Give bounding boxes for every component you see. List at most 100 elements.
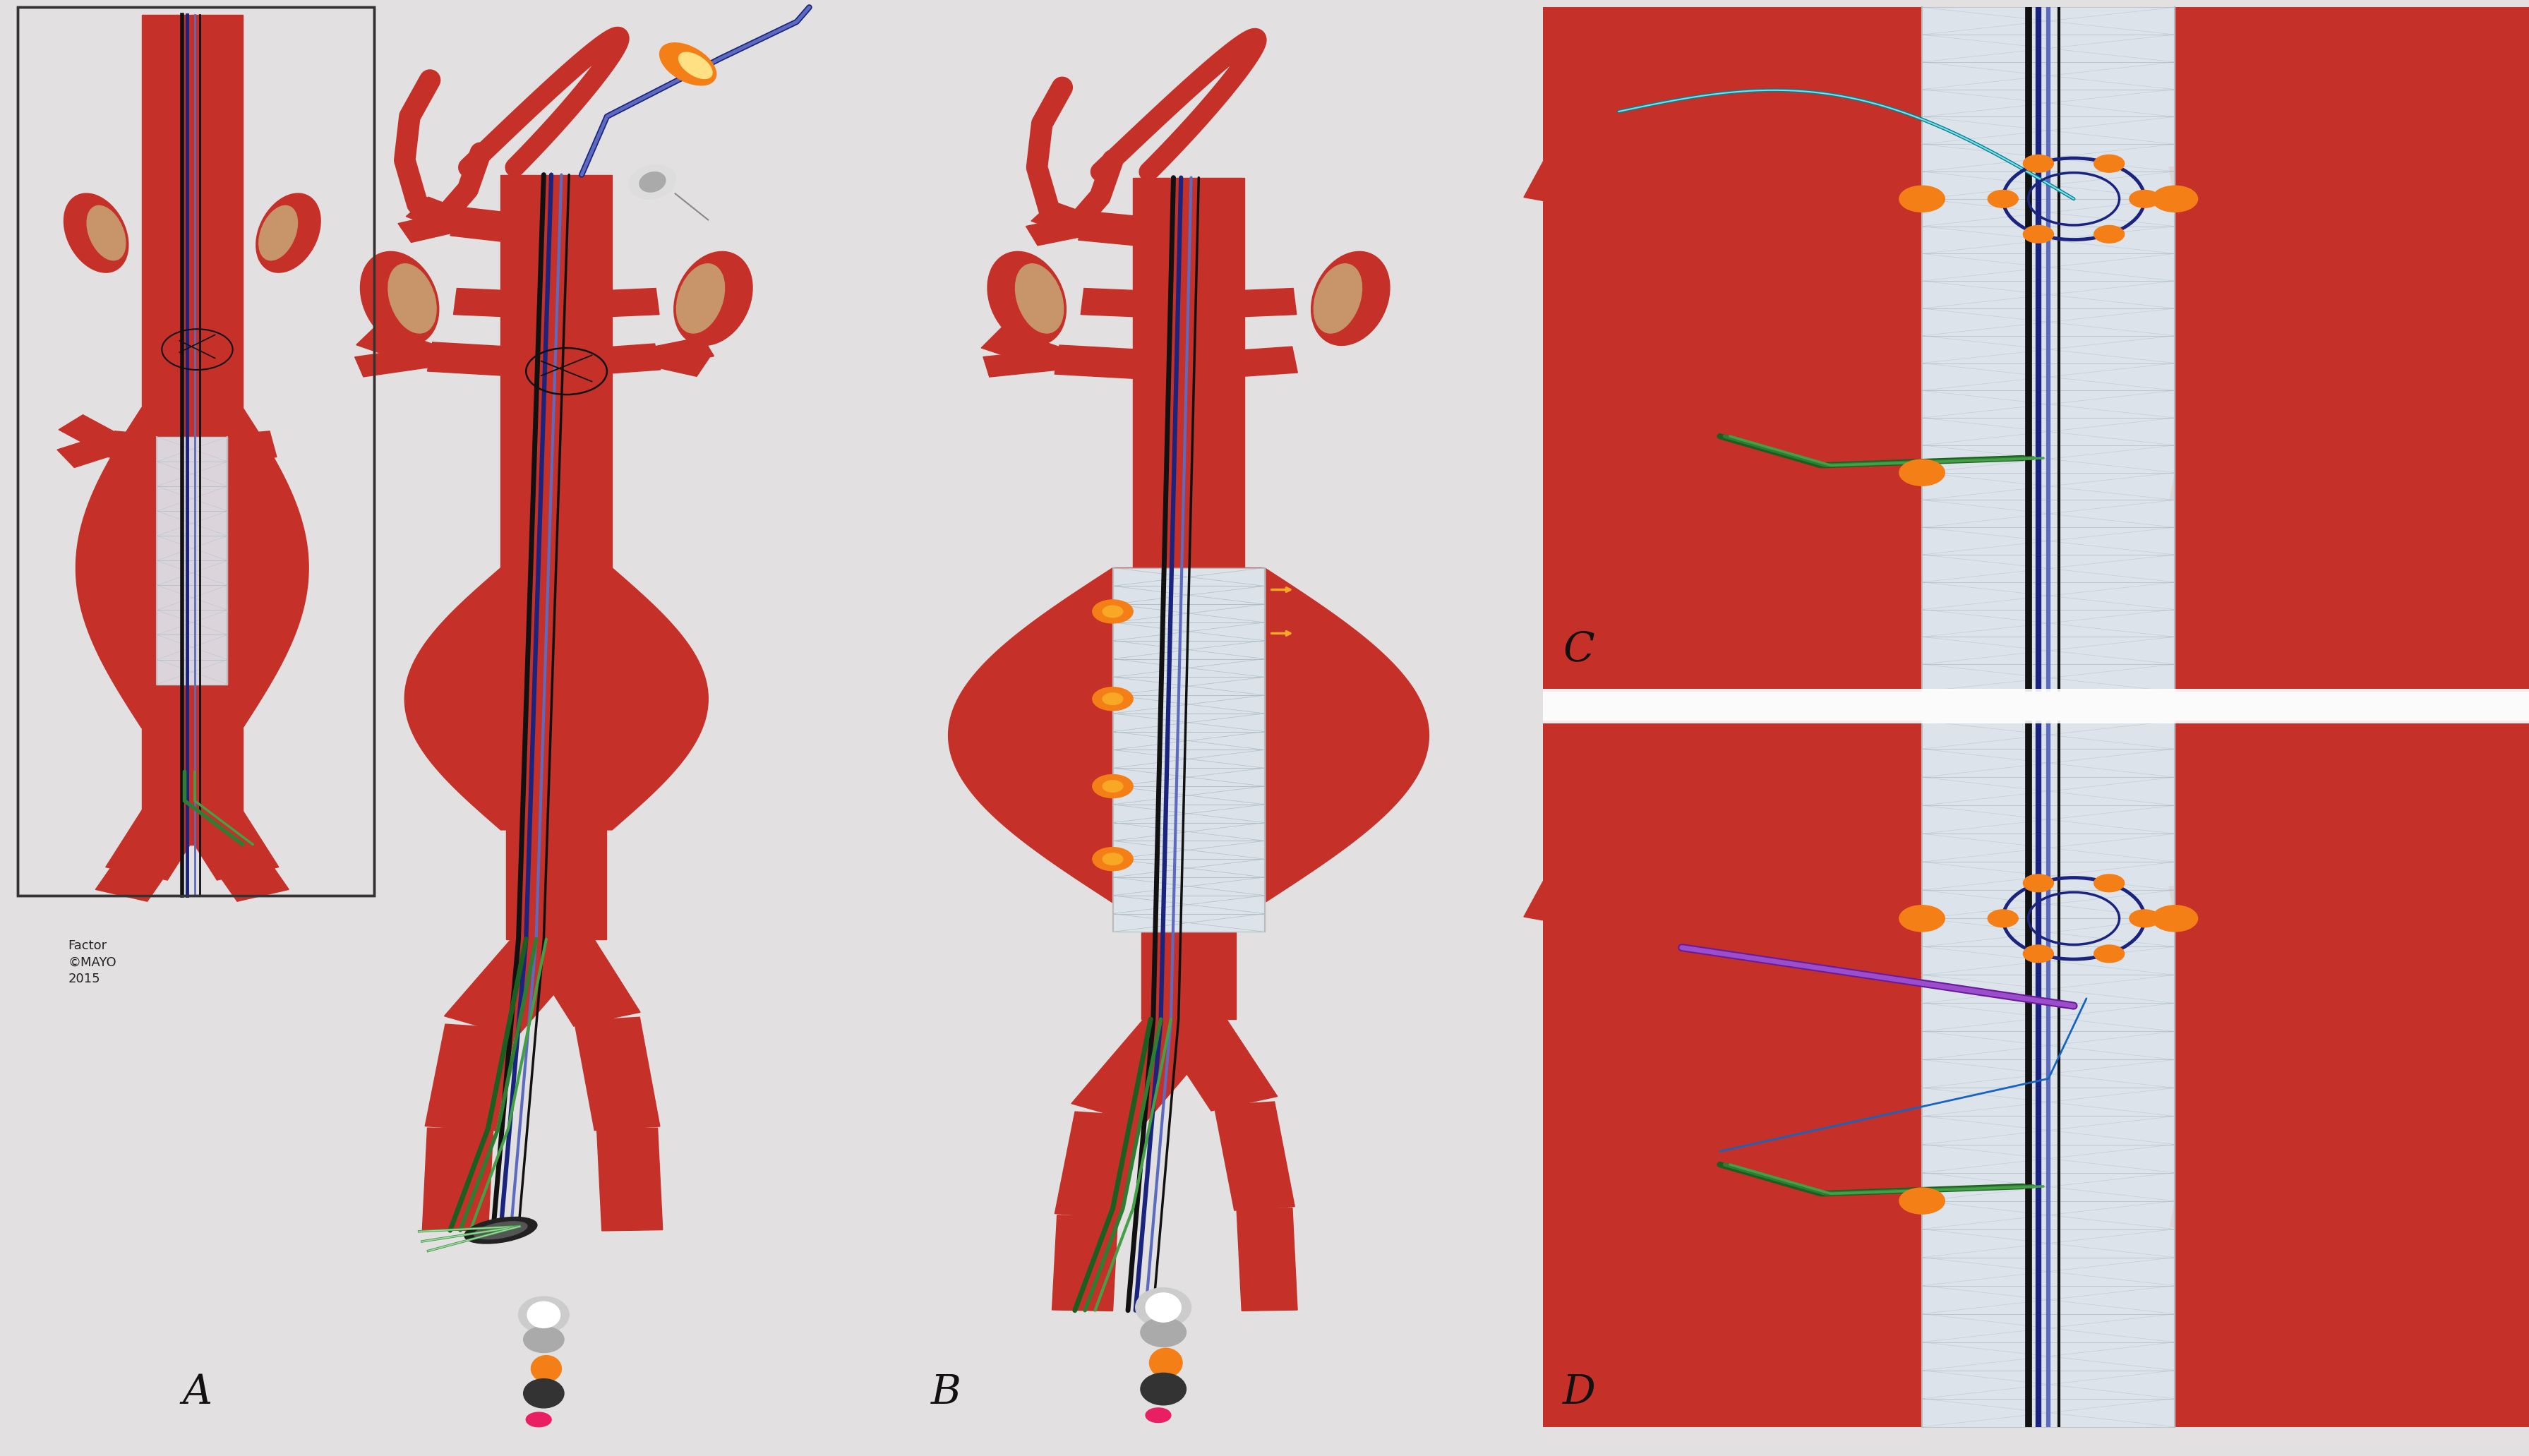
Ellipse shape [640, 172, 665, 192]
Ellipse shape [678, 52, 713, 79]
Ellipse shape [86, 205, 126, 261]
Ellipse shape [518, 1296, 569, 1334]
Bar [1543, 721, 1922, 1427]
Polygon shape [2170, 865, 2529, 951]
Ellipse shape [258, 205, 298, 261]
Circle shape [1093, 775, 1133, 798]
Polygon shape [58, 435, 119, 467]
Polygon shape [354, 347, 435, 377]
Circle shape [1146, 1408, 1171, 1423]
Polygon shape [1922, 721, 2175, 1427]
Circle shape [1899, 906, 1945, 932]
Bar [1543, 721, 1745, 1427]
Polygon shape [1032, 201, 1093, 236]
Polygon shape [2170, 447, 2529, 520]
Polygon shape [652, 336, 713, 367]
Polygon shape [984, 349, 1060, 377]
Ellipse shape [673, 252, 754, 345]
Circle shape [1899, 460, 1945, 486]
Text: C: C [1563, 630, 1593, 670]
Polygon shape [157, 437, 228, 684]
Polygon shape [427, 342, 559, 379]
Polygon shape [597, 1128, 663, 1230]
Polygon shape [1156, 1012, 1277, 1111]
Circle shape [2094, 226, 2124, 243]
Bar [2175, 7, 2529, 692]
Circle shape [1093, 600, 1133, 623]
Polygon shape [1214, 1102, 1295, 1210]
Polygon shape [2170, 146, 2529, 230]
Polygon shape [357, 325, 440, 367]
Polygon shape [1052, 1216, 1118, 1310]
Polygon shape [1525, 128, 1763, 233]
Polygon shape [1072, 1009, 1224, 1124]
Ellipse shape [387, 264, 438, 333]
Polygon shape [554, 344, 660, 377]
Ellipse shape [1141, 1373, 1186, 1405]
Text: B: B [931, 1373, 961, 1412]
Polygon shape [2170, 1175, 2529, 1249]
Circle shape [2094, 154, 2124, 172]
Bar [1543, 7, 1745, 692]
Circle shape [1899, 1188, 1945, 1214]
Ellipse shape [675, 264, 726, 333]
Polygon shape [1113, 568, 1264, 932]
Polygon shape [650, 347, 711, 377]
Circle shape [1988, 910, 2018, 927]
Polygon shape [574, 1018, 660, 1130]
Circle shape [2094, 945, 2124, 962]
Ellipse shape [1310, 252, 1391, 345]
Ellipse shape [524, 1326, 564, 1353]
Circle shape [1899, 186, 1945, 213]
Ellipse shape [359, 252, 440, 345]
Ellipse shape [1141, 1318, 1186, 1347]
Circle shape [1103, 780, 1123, 792]
Polygon shape [405, 568, 708, 830]
Polygon shape [1601, 894, 1763, 973]
Polygon shape [96, 868, 162, 901]
Circle shape [1103, 606, 1123, 617]
Bar [18, 7, 374, 895]
Circle shape [1093, 847, 1133, 871]
Polygon shape [948, 568, 1429, 903]
Polygon shape [422, 1128, 493, 1230]
Polygon shape [450, 207, 561, 248]
Ellipse shape [1014, 264, 1065, 333]
Circle shape [2094, 875, 2124, 893]
Text: Factor
©MAYO
2015: Factor ©MAYO 2015 [68, 939, 116, 986]
Ellipse shape [986, 252, 1067, 345]
Ellipse shape [1146, 1293, 1181, 1322]
Polygon shape [190, 431, 276, 464]
Circle shape [2152, 186, 2198, 213]
Polygon shape [162, 780, 278, 879]
Circle shape [2129, 191, 2160, 208]
Ellipse shape [630, 165, 675, 199]
Polygon shape [981, 328, 1067, 370]
Ellipse shape [255, 194, 321, 272]
Ellipse shape [1136, 1287, 1191, 1328]
Polygon shape [501, 175, 612, 568]
Polygon shape [1113, 568, 1264, 932]
Polygon shape [1141, 932, 1237, 1019]
Polygon shape [1055, 345, 1191, 381]
Polygon shape [445, 929, 592, 1037]
Bar [1543, 7, 1922, 692]
Polygon shape [1080, 288, 1191, 319]
Polygon shape [1186, 347, 1297, 380]
Polygon shape [425, 1024, 516, 1131]
Circle shape [2023, 154, 2054, 172]
Ellipse shape [531, 1356, 561, 1382]
Polygon shape [1133, 178, 1244, 568]
Ellipse shape [1313, 264, 1363, 333]
Polygon shape [109, 431, 195, 464]
Bar [1543, 7, 2529, 692]
Polygon shape [58, 415, 124, 451]
Polygon shape [1077, 211, 1194, 250]
Polygon shape [1055, 1112, 1141, 1217]
Circle shape [526, 1412, 551, 1427]
Polygon shape [142, 728, 243, 844]
Polygon shape [453, 288, 559, 319]
Bar [2175, 721, 2529, 1427]
Polygon shape [1237, 1208, 1297, 1310]
Bar [1543, 721, 2529, 1427]
